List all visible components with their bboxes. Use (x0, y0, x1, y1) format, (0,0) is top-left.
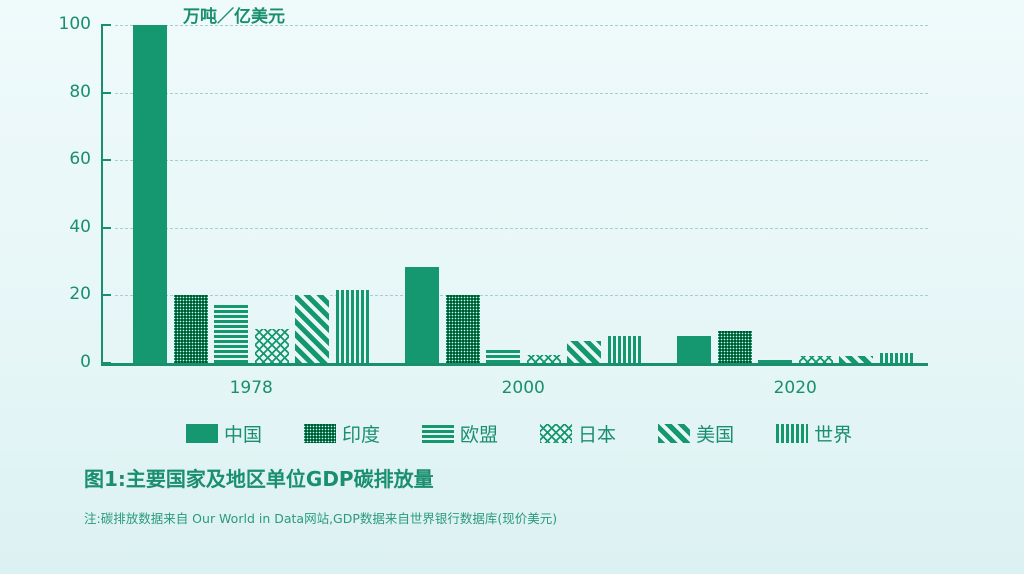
y-tick (101, 226, 111, 229)
bar-hlines (214, 303, 248, 363)
bar-solid (677, 335, 711, 363)
legend-item: 中国 (186, 420, 262, 447)
x-tick-label: 2020 (773, 378, 817, 398)
legend-swatch-dots (304, 424, 337, 443)
y-tick-label: 20 (69, 284, 91, 305)
bar-vlines (607, 335, 642, 363)
legend-item: 欧盟 (422, 420, 498, 447)
legend-label: 日本 (578, 424, 617, 446)
gridline (115, 160, 928, 162)
bar-crosshatch (798, 356, 833, 363)
bar-crosshatch (526, 354, 561, 363)
gridline (115, 295, 928, 297)
legend-label: 美国 (696, 424, 735, 446)
legend-swatch-vlines (776, 424, 809, 443)
bar-hlines (758, 357, 792, 363)
bar-diagonal (295, 295, 329, 363)
gridline (115, 25, 928, 26)
chart-title: 图1:主要国家及地区单位GDP碳排放量 (84, 467, 434, 491)
bar-solid (133, 25, 167, 363)
legend-label: 中国 (224, 424, 263, 446)
bar-crosshatch (254, 329, 289, 363)
bar-dots (445, 295, 480, 363)
source-note: 注:碳排放数据来自 Our World in Data网站,GDP数据来自世界银… (84, 511, 558, 526)
bar-vlines (879, 352, 914, 363)
legend-item: 印度 (304, 420, 380, 447)
legend-item: 美国 (658, 420, 734, 447)
bar-diagonal (839, 356, 873, 363)
gridline (115, 227, 928, 229)
bar-solid (405, 266, 439, 363)
legend-swatch-solid (186, 424, 218, 443)
y-tick-label: 0 (80, 352, 91, 372)
legend: 中国 印度 欧盟 日本 美国 世界 (186, 420, 894, 447)
legend-label: 欧盟 (460, 424, 499, 446)
gridline (115, 92, 928, 94)
legend-swatch-hlines (422, 424, 455, 443)
legend-label: 印度 (342, 424, 381, 446)
y-tick-label: 80 (69, 81, 91, 102)
y-tick-label: 60 (69, 149, 91, 170)
legend-item: 世界 (776, 420, 852, 447)
y-tick-label: 40 (69, 216, 91, 237)
bar-dots (717, 330, 752, 363)
legend-item: 日本 (540, 420, 616, 447)
legend-label: 世界 (814, 424, 853, 446)
bar-diagonal (567, 341, 601, 363)
x-tick-label: 2000 (501, 378, 545, 398)
x-axis (101, 363, 928, 366)
y-tick (101, 24, 111, 26)
y-tick-label: 100 (58, 14, 91, 34)
x-tick-label: 1978 (229, 378, 273, 398)
bar-vlines (335, 290, 370, 363)
y-tick (101, 294, 111, 297)
y-tick (101, 159, 111, 162)
y-axis (101, 24, 103, 364)
bar-dots (173, 295, 208, 363)
legend-swatch-diagonal (658, 424, 691, 443)
y-tick (101, 91, 111, 94)
bar-hlines (486, 349, 520, 363)
legend-swatch-crosshatch (540, 424, 573, 443)
unit-label: 万吨／亿美元 (183, 7, 285, 27)
